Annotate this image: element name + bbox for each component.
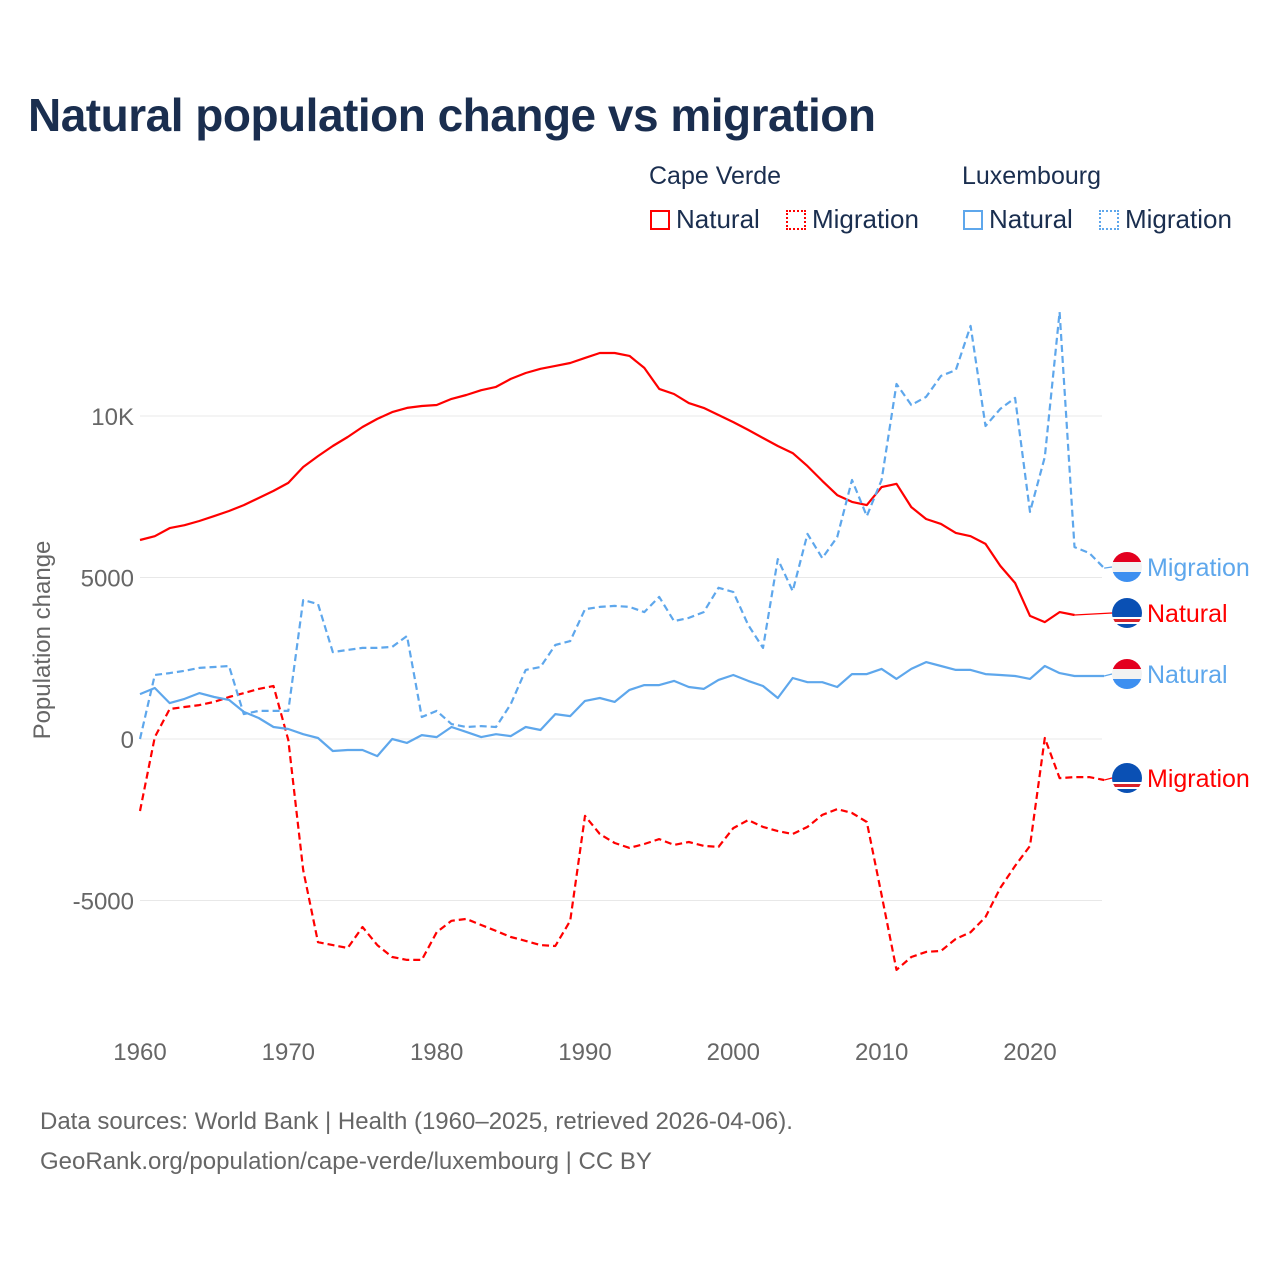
legend-label: Natural <box>989 204 1073 234</box>
flag-stripe <box>1112 617 1142 619</box>
flag-stripe <box>1112 679 1142 689</box>
cape-verde-flag-icon <box>1112 598 1142 628</box>
y-axis-label: Population change <box>29 541 56 740</box>
flag-stripe <box>1112 572 1142 582</box>
legend-item-cape-verde-natural[interactable]: Natural <box>650 204 760 235</box>
flag-stripe <box>1112 562 1142 572</box>
footer-source: Data sources: World Bank | Health (1960–… <box>40 1108 793 1135</box>
label-connector <box>1103 673 1113 677</box>
legend-item-luxembourg-natural[interactable]: Natural <box>963 204 1073 235</box>
flag-stripe <box>1112 624 1142 628</box>
luxembourg-flag-icon <box>1112 659 1142 689</box>
y-tick-label: -5000 <box>73 889 134 916</box>
cape-verde-flag-icon <box>1112 763 1142 793</box>
footer-attribution[interactable]: GeoRank.org/population/cape-verde/luxemb… <box>40 1148 652 1175</box>
chart-title: Natural population change vs migration <box>28 89 876 141</box>
flag-stripe <box>1112 622 1142 624</box>
flag-stripe <box>1112 659 1142 669</box>
solid-swatch-icon <box>650 209 670 230</box>
flag-stripe <box>1112 763 1142 782</box>
x-tick-label: 1980 <box>410 1039 463 1066</box>
label-connector <box>1074 612 1113 616</box>
flag-stripe <box>1112 784 1142 787</box>
flag-stripe <box>1112 789 1142 793</box>
y-tick-label: 10K <box>91 404 134 431</box>
legend-label: Natural <box>676 204 760 234</box>
legend-group-luxembourg: Luxembourg <box>962 162 1101 190</box>
dotted-swatch-icon <box>786 209 806 230</box>
luxembourg-flag-icon <box>1112 552 1142 582</box>
end-label: Migration <box>1147 554 1250 582</box>
x-tick-label: 1970 <box>262 1039 315 1066</box>
y-tick-label: 0 <box>121 727 134 754</box>
solid-swatch-icon <box>963 209 983 230</box>
series-line-luxembourg-natural <box>139 661 1105 758</box>
flag-stripe <box>1112 782 1142 784</box>
flag-stripe <box>1112 669 1142 679</box>
legend-item-cape-verde-migration[interactable]: Migration <box>786 204 919 235</box>
legend-group-cape-verde: Cape Verde <box>649 162 782 190</box>
y-tick-label: 5000 <box>81 566 134 593</box>
legend-item-luxembourg-migration[interactable]: Migration <box>1099 204 1232 235</box>
end-label: Migration <box>1147 765 1250 793</box>
series-line-luxembourg-migration <box>138 310 1105 740</box>
series-line-cape-verde-migration <box>138 684 1105 971</box>
flag-stripe <box>1112 619 1142 622</box>
label-connector <box>1103 777 1113 781</box>
x-tick-label: 2000 <box>707 1039 760 1066</box>
x-tick-label: 1960 <box>113 1039 166 1066</box>
x-tick-label: 2010 <box>855 1039 908 1066</box>
flag-stripe <box>1112 787 1142 789</box>
dotted-swatch-icon <box>1099 209 1119 230</box>
flag-stripe <box>1112 552 1142 562</box>
label-connector <box>1104 566 1113 569</box>
x-tick-label: 1990 <box>558 1039 611 1066</box>
end-label: Natural <box>1147 661 1228 689</box>
end-label: Natural <box>1147 600 1228 628</box>
flag-stripe <box>1112 598 1142 617</box>
series-line-cape-verde-natural <box>139 351 1075 624</box>
legend-label: Migration <box>1125 204 1232 234</box>
x-tick-label: 2020 <box>1003 1039 1056 1066</box>
legend-label: Migration <box>812 204 919 234</box>
